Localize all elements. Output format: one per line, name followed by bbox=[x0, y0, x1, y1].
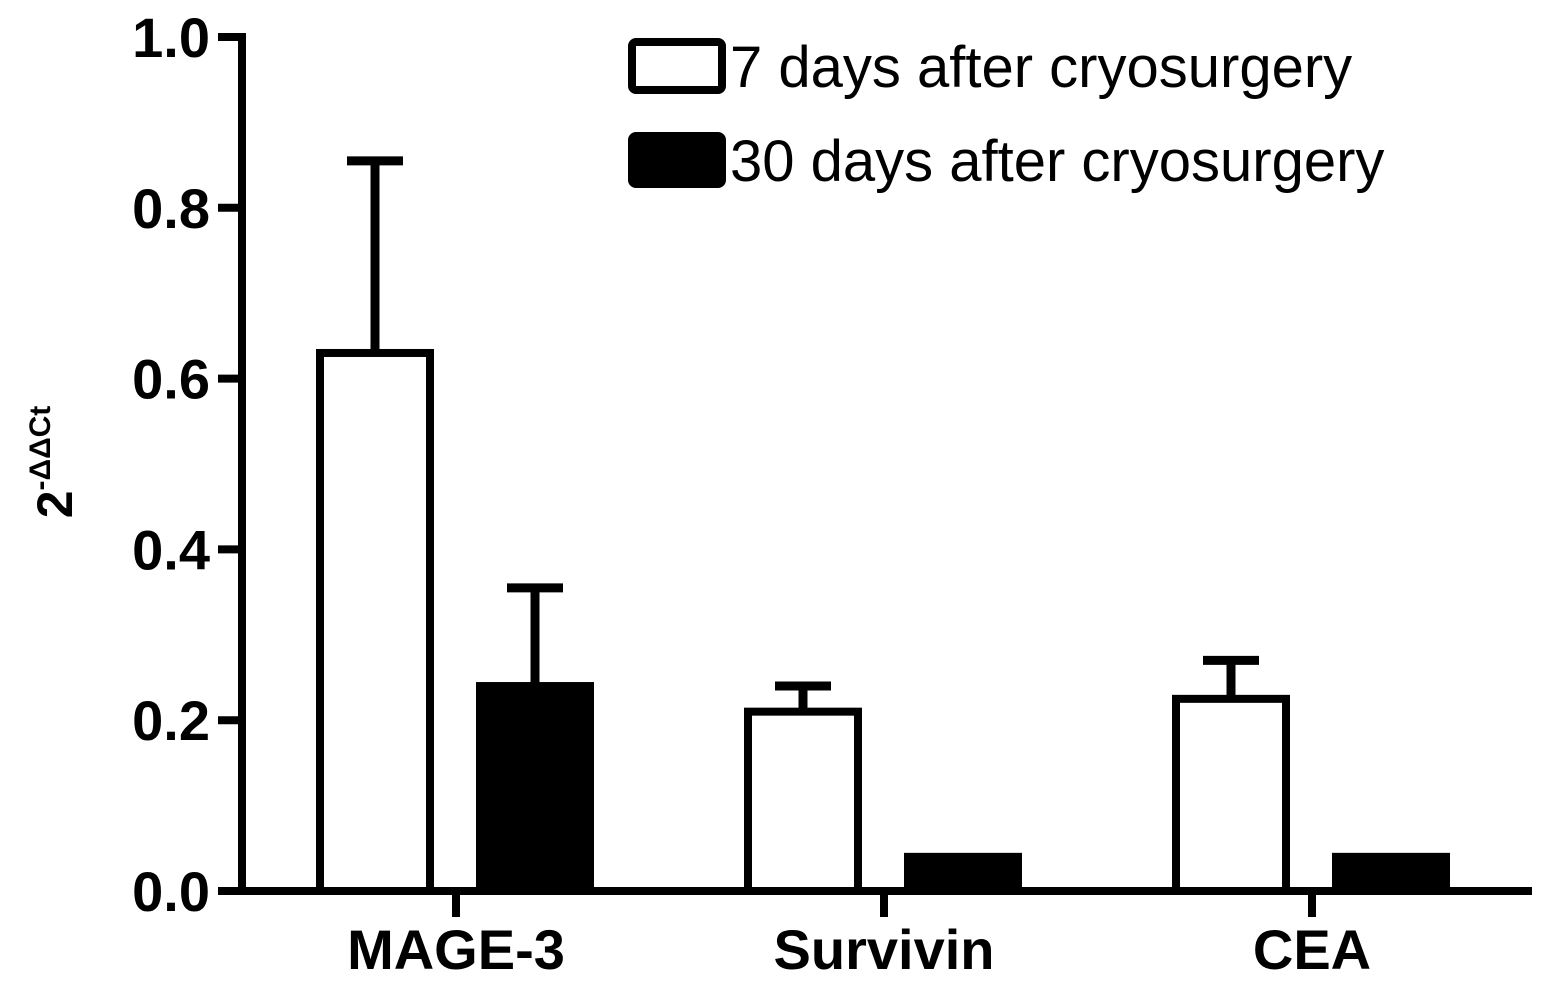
y-axis-label-base: 2 bbox=[27, 490, 83, 518]
x-tick-label: MAGE-3 bbox=[347, 918, 565, 981]
y-axis-label-exponent: -ΔΔCt bbox=[24, 406, 57, 491]
bars bbox=[316, 156, 1450, 896]
bar bbox=[476, 682, 594, 895]
y-tick-label: 0.2 bbox=[132, 689, 210, 752]
bar bbox=[316, 348, 434, 896]
y-axis-label: 2-ΔΔCt bbox=[24, 406, 83, 519]
legend-swatch bbox=[628, 132, 726, 188]
y-tick-label: 0.6 bbox=[132, 348, 210, 411]
x-axis: MAGE-3 Survivin CEA bbox=[238, 887, 1532, 981]
legend-label: 30 days after cryosurgery bbox=[730, 129, 1384, 194]
legend-label: 7 days after cryosurgery bbox=[730, 35, 1352, 100]
y-axis: 0.0 0.2 0.4 0.6 0.8 1.0 bbox=[132, 6, 246, 923]
legend: 7 days after cryosurgery 30 days after cr… bbox=[628, 35, 1384, 194]
bar bbox=[904, 852, 1022, 896]
y-tick-label: 1.0 bbox=[132, 6, 210, 69]
bar bbox=[744, 707, 862, 895]
y-tick-label: 0.4 bbox=[132, 518, 210, 581]
y-tick-label: 0.0 bbox=[132, 860, 210, 923]
bar bbox=[1332, 852, 1450, 896]
legend-swatch bbox=[628, 38, 726, 94]
bar bbox=[1172, 694, 1290, 895]
x-tick-label: CEA bbox=[1253, 918, 1371, 981]
y-tick-label: 0.8 bbox=[132, 177, 210, 240]
x-tick-label: Survivin bbox=[774, 918, 995, 981]
